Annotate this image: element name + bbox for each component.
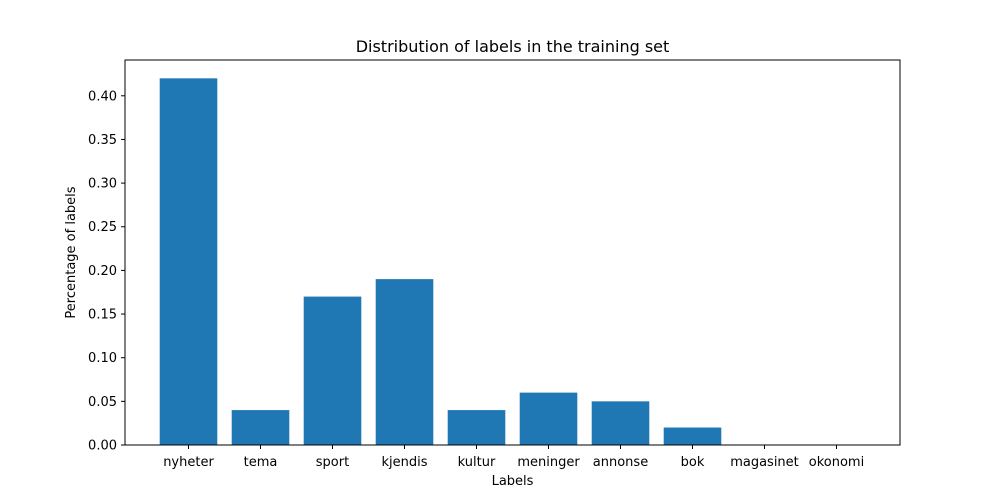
plot-area-frame: [124, 59, 901, 446]
y-axis-label: Percentage of labels: [64, 186, 79, 318]
y-tick-label: 0.25: [88, 220, 117, 235]
bar-annonse: [591, 401, 650, 445]
y-tick-label: 0.40: [88, 89, 117, 104]
chart-title: Distribution of labels in the training s…: [356, 37, 670, 56]
x-tick-label: sport: [316, 455, 349, 470]
y-axis-ticks: 0.00 0.05 0.10 0.15 0.20 0.25 0.30 0.35 0.40: [88, 89, 125, 454]
x-tick-label: meninger: [517, 455, 580, 470]
bar-kultur: [447, 410, 506, 445]
bar-bok: [663, 427, 722, 445]
x-tick-label: bok: [681, 455, 705, 470]
y-tick-label: 0.15: [88, 308, 117, 323]
y-tick-label: 0.10: [88, 351, 117, 366]
bar-kjendis: [375, 279, 434, 445]
y-tick-label: 0.05: [88, 395, 117, 410]
y-tick-label: 0.35: [88, 133, 117, 148]
y-tick-label: 0.20: [88, 264, 117, 279]
x-tick-label: tema: [244, 455, 278, 470]
y-tick-label: 0.00: [88, 439, 117, 454]
x-tick-label: nyheter: [163, 455, 214, 470]
bar-sport: [303, 296, 362, 445]
x-tick-label: kjendis: [381, 455, 427, 470]
x-axis-ticks: nyheter tema sport kjendis kultur meninger ann…: [163, 445, 864, 470]
x-tick-label: kultur: [458, 455, 496, 470]
bar-meninger: [519, 392, 578, 445]
x-axis-label: Labels: [492, 474, 534, 489]
bar-tema: [231, 410, 290, 445]
bars-group: [159, 78, 722, 445]
x-tick-label: annonse: [593, 455, 648, 470]
bar-nyheter: [159, 78, 218, 445]
x-tick-label: okonomi: [809, 455, 864, 470]
x-tick-label: magasinet: [730, 455, 799, 470]
y-tick-label: 0.30: [88, 177, 117, 192]
